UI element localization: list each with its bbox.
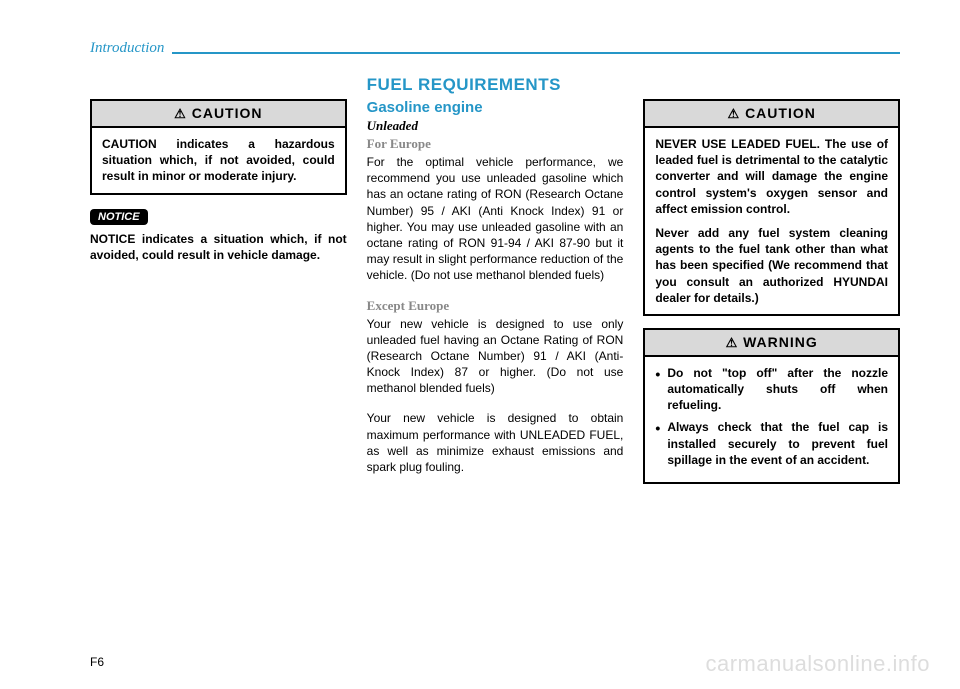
page-header: Introduction [90,40,900,57]
warning-box: ⚠ WARNING Do not "top off" after the noz… [643,328,900,484]
warning-icon: ⚠ [726,335,739,350]
column-left: ⚠ CAUTION CAUTION indicates a hazardous … [90,75,347,496]
caution-body: CAUTION indicates a hazardous situation … [92,128,345,193]
warning-item-1: Do not "top off" after the nozzle automa… [655,365,888,414]
column-middle: FUEL REQUIREMENTS Gasoline engine Unlead… [367,75,624,496]
column-right: ⚠ CAUTION NEVER USE LEADED FUEL. The use… [643,75,900,496]
caution-title-right: CAUTION [745,105,816,121]
notice-tag: NOTICE [90,209,148,225]
caution-para-2: Never add any fuel system cleaning agent… [655,225,888,306]
warning-title: WARNING [743,334,818,350]
warning-icon: ⚠ [728,106,741,121]
manual-page: Introduction ⚠ CAUTION CAUTION indicates… [0,0,960,689]
content-columns: ⚠ CAUTION CAUTION indicates a hazardous … [90,75,900,496]
page-number: F6 [90,655,104,669]
caution-header: ⚠ CAUTION [92,101,345,128]
caution-header-right: ⚠ CAUTION [645,101,898,128]
warning-header: ⚠ WARNING [645,330,898,357]
except-europe-body: Your new vehicle is designed to use only… [367,316,624,397]
unleaded-heading: Unleaded [367,118,624,134]
warning-body: Do not "top off" after the nozzle automa… [645,357,898,482]
gasoline-heading: Gasoline engine [367,99,624,116]
for-europe-heading: For Europe [367,136,624,152]
caution-title: CAUTION [192,105,263,121]
tail-body: Your new vehicle is designed to obtain m… [367,410,624,475]
header-rule [172,52,900,54]
caution-body-right: NEVER USE LEADED FUEL. The use of leaded… [645,128,898,314]
for-europe-body: For the optimal vehicle performance, we … [367,154,624,284]
warning-item-2: Always check that the fuel cap is instal… [655,419,888,468]
fuel-requirements-heading: FUEL REQUIREMENTS [367,75,624,95]
caution-box: ⚠ CAUTION CAUTION indicates a hazardous … [90,99,347,195]
section-title: Introduction [90,40,164,57]
caution-para-1: NEVER USE LEADED FUEL. The use of leaded… [655,136,888,217]
watermark: carmanualsonline.info [705,651,930,677]
warning-icon: ⚠ [174,106,187,121]
notice-body: NOTICE indicates a situation which, if n… [90,231,347,263]
caution-box-right: ⚠ CAUTION NEVER USE LEADED FUEL. The use… [643,99,900,316]
except-europe-heading: Except Europe [367,298,624,314]
